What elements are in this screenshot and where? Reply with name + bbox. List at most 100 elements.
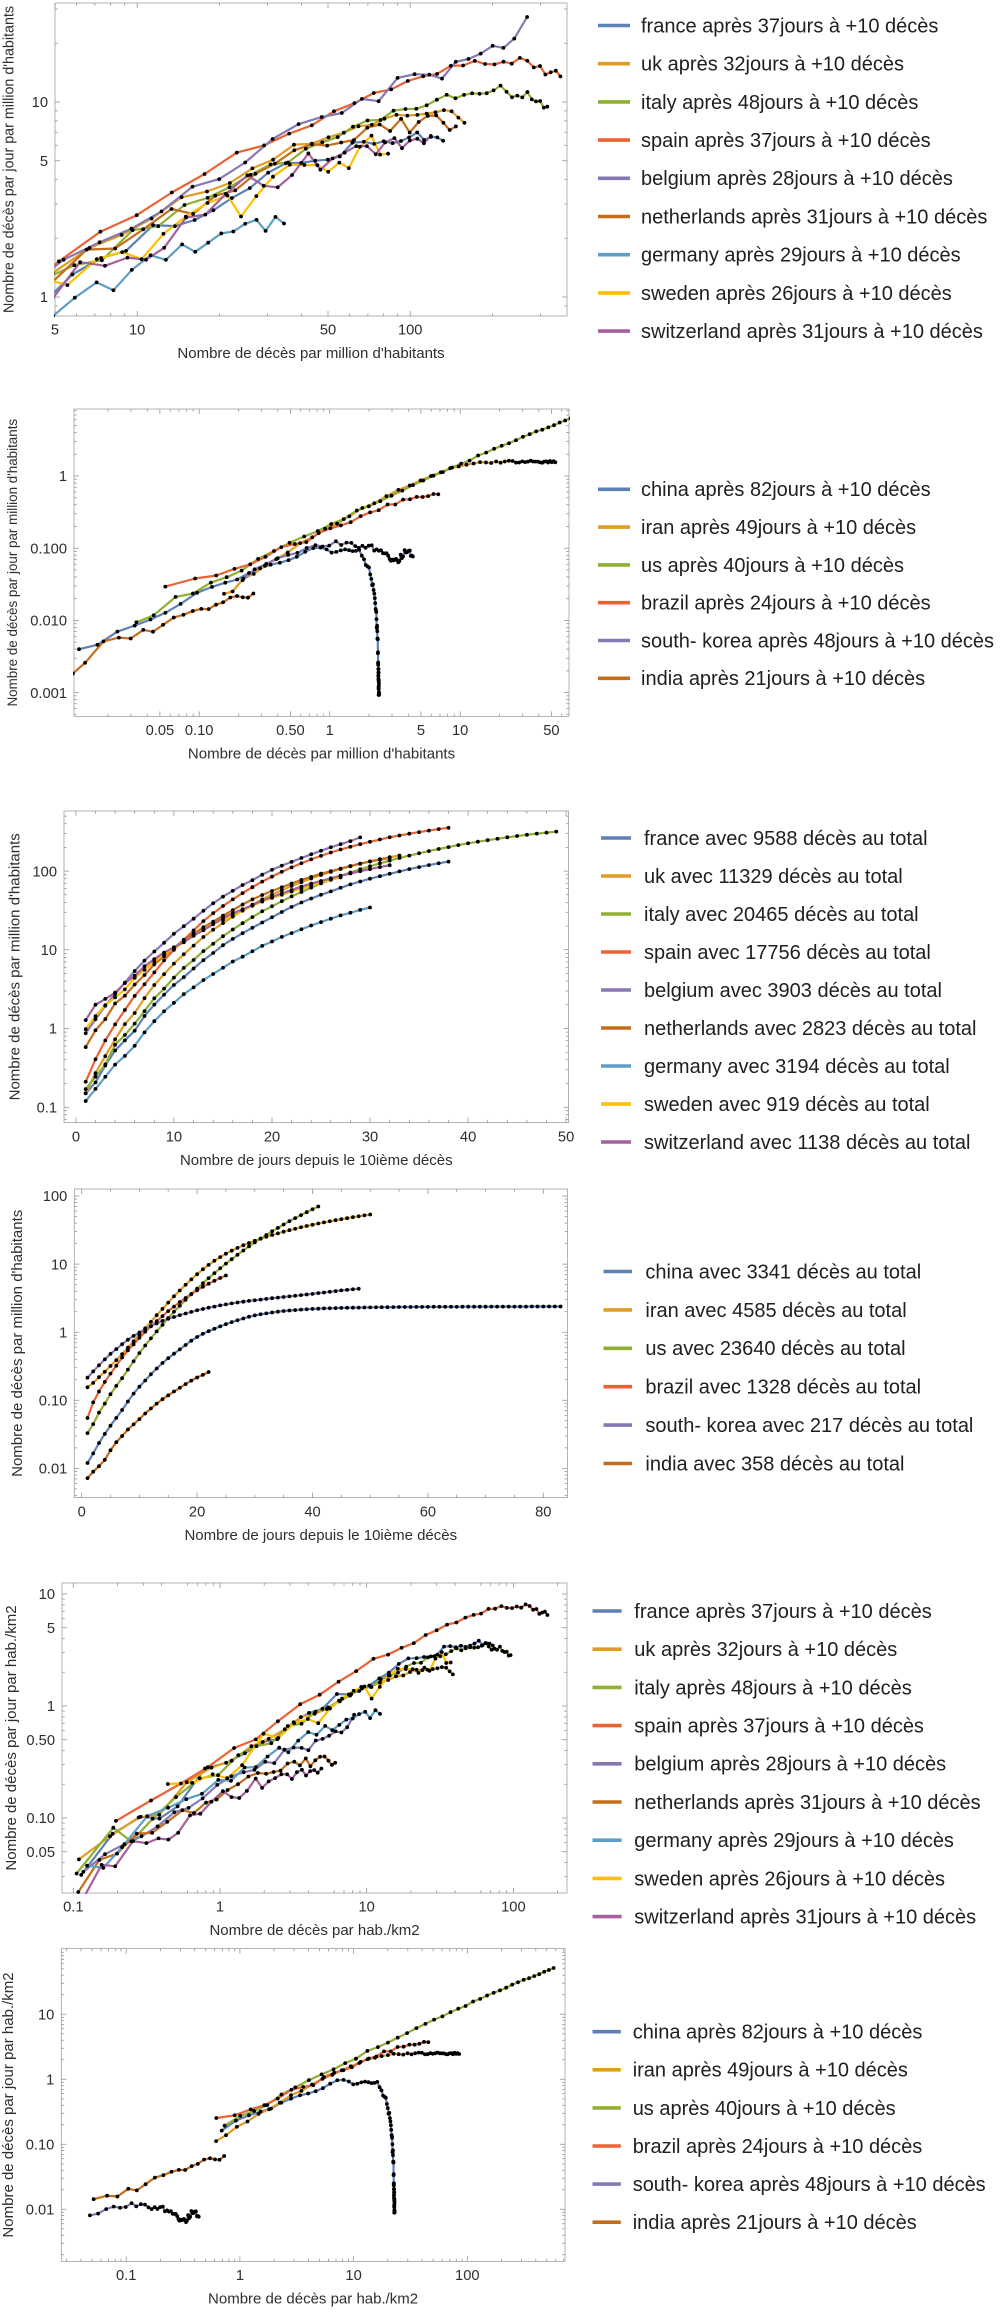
- svg-text:0.50: 0.50: [26, 1733, 55, 1749]
- svg-text:10: 10: [452, 723, 468, 739]
- svg-text:brazil après 24jours à +10 déc: brazil après 24jours à +10 décès: [633, 2136, 923, 2158]
- svg-text:belgium avec 3903 décès au tot: belgium avec 3903 décès au total: [644, 980, 942, 1002]
- svg-text:iran après 49jours à +10 décès: iran après 49jours à +10 décès: [641, 517, 916, 539]
- svg-text:40: 40: [460, 1129, 476, 1145]
- svg-text:spain après 37jours à +10 décè: spain après 37jours à +10 décès: [641, 130, 931, 152]
- svg-text:100: 100: [43, 1189, 68, 1205]
- svg-text:italy avec 20465 décès au tota: italy avec 20465 décès au total: [644, 904, 919, 926]
- svg-text:Nombre de décès par million d': Nombre de décès par million d'habitants: [9, 1210, 26, 1477]
- svg-text:0.1: 0.1: [116, 2268, 136, 2284]
- svg-text:0.05: 0.05: [26, 1845, 55, 1861]
- svg-text:5: 5: [40, 154, 48, 170]
- svg-text:1: 1: [326, 723, 334, 739]
- svg-text:Nombre de jours depuis le 10iè: Nombre de jours depuis le 10ième décès: [184, 1527, 457, 1544]
- svg-text:60: 60: [420, 1504, 436, 1520]
- svg-text:netherlands après 31jours à +1: netherlands après 31jours à +10 décès: [634, 1792, 980, 1814]
- svg-text:Nombre de jours depuis le 10iè: Nombre de jours depuis le 10ième décès: [180, 1152, 453, 1169]
- svg-text:germany après 29jours à +10 dé: germany après 29jours à +10 décès: [634, 1830, 954, 1852]
- svg-text:belgium après 28jours à +10 dé: belgium après 28jours à +10 décès: [634, 1754, 946, 1776]
- svg-text:5: 5: [47, 1621, 55, 1637]
- svg-text:30: 30: [362, 1129, 378, 1145]
- svg-text:us après 40jours à +10 décès: us après 40jours à +10 décès: [633, 2098, 896, 2120]
- svg-text:us après 40jours à +10 décès: us après 40jours à +10 décès: [641, 555, 904, 577]
- svg-text:1: 1: [236, 2268, 244, 2284]
- svg-text:50: 50: [558, 1129, 574, 1145]
- svg-text:10: 10: [359, 1900, 375, 1916]
- svg-text:Nombre de décès par jour par m: Nombre de décès par jour par million d'h…: [5, 419, 20, 707]
- svg-text:1: 1: [216, 1900, 224, 1916]
- svg-text:brazil après 24jours à +10 déc: brazil après 24jours à +10 décès: [641, 593, 931, 615]
- svg-text:south- korea avec 217 décès au: south- korea avec 217 décès au total: [645, 1415, 973, 1437]
- svg-text:germany après 29jours à +10 dé: germany après 29jours à +10 décès: [641, 245, 961, 267]
- svg-text:10: 10: [345, 2268, 361, 2284]
- svg-text:india après 21jours à +10 décè: india après 21jours à +10 décès: [641, 668, 925, 690]
- svg-text:20: 20: [264, 1129, 280, 1145]
- svg-text:0.01: 0.01: [26, 2203, 55, 2219]
- svg-text:0.05: 0.05: [146, 723, 175, 739]
- svg-text:iran après 49jours à +10 décès: iran après 49jours à +10 décès: [633, 2060, 908, 2082]
- svg-text:sweden avec 919 décès au total: sweden avec 919 décès au total: [644, 1094, 930, 1116]
- svg-text:switzerland après 31jours à +1: switzerland après 31jours à +10 décès: [641, 321, 983, 343]
- svg-text:0.1: 0.1: [63, 1900, 83, 1916]
- svg-text:netherlands après 31jours à +1: netherlands après 31jours à +10 décès: [641, 206, 987, 228]
- svg-text:20: 20: [189, 1504, 205, 1520]
- svg-text:0.100: 0.100: [30, 541, 67, 557]
- svg-text:1: 1: [47, 1699, 55, 1715]
- svg-text:france avec 9588 décès au tota: france avec 9588 décès au total: [644, 828, 928, 850]
- svg-text:100: 100: [398, 323, 423, 339]
- svg-text:50: 50: [543, 723, 559, 739]
- svg-text:40: 40: [304, 1504, 320, 1520]
- svg-text:10: 10: [39, 1587, 55, 1603]
- svg-text:china après 82jours à +10 décè: china après 82jours à +10 décès: [633, 2022, 923, 2044]
- svg-text:germany avec 3194 décès au tot: germany avec 3194 décès au total: [644, 1056, 950, 1078]
- svg-text:0.50: 0.50: [276, 723, 305, 739]
- svg-text:us avec 23640 décès au total: us avec 23640 décès au total: [645, 1338, 905, 1360]
- svg-text:spain avec 17756 décès au tota: spain avec 17756 décès au total: [644, 942, 931, 964]
- svg-text:sweden après 26jours à +10 déc: sweden après 26jours à +10 décès: [641, 283, 952, 305]
- svg-text:italy après 48jours à +10 décè: italy après 48jours à +10 décès: [641, 92, 918, 114]
- svg-text:0.10: 0.10: [39, 1394, 68, 1410]
- svg-text:10: 10: [32, 95, 48, 111]
- svg-text:10: 10: [166, 1129, 182, 1145]
- svg-text:Nombre de décès par million d': Nombre de décès par million d'habitants: [7, 833, 24, 1100]
- svg-text:switzerland après 31jours à +1: switzerland après 31jours à +10 décès: [634, 1907, 976, 1929]
- svg-text:belgium après 28jours à +10 dé: belgium après 28jours à +10 décès: [641, 168, 953, 190]
- svg-text:1: 1: [59, 1325, 67, 1341]
- svg-text:Nombre de décès par million d': Nombre de décès par million d'habitants: [177, 345, 444, 362]
- svg-text:0: 0: [72, 1129, 80, 1145]
- svg-text:1: 1: [49, 1022, 57, 1038]
- svg-text:10: 10: [41, 943, 57, 959]
- svg-text:spain après 37jours à +10 décè: spain après 37jours à +10 décès: [634, 1716, 924, 1738]
- svg-text:0.01: 0.01: [39, 1462, 68, 1478]
- svg-text:china avec 3341 décès au total: china avec 3341 décès au total: [645, 1261, 921, 1283]
- svg-text:0.1: 0.1: [37, 1100, 57, 1116]
- svg-text:5: 5: [51, 323, 59, 339]
- svg-text:china après 82jours à +10 décè: china après 82jours à +10 décès: [641, 479, 931, 501]
- svg-text:italy après 48jours à +10 décè: italy après 48jours à +10 décès: [634, 1677, 911, 1699]
- svg-text:brazil avec 1328 décès au tota: brazil avec 1328 décès au total: [645, 1377, 921, 1399]
- svg-text:india avec 358 décès au total: india avec 358 décès au total: [645, 1453, 904, 1475]
- svg-text:0.10: 0.10: [185, 723, 214, 739]
- svg-text:0.10: 0.10: [26, 2138, 55, 2154]
- svg-text:south- korea après 48jours à +: south- korea après 48jours à +10 décès: [641, 630, 994, 652]
- svg-text:1: 1: [59, 469, 67, 485]
- svg-text:1: 1: [46, 2073, 54, 2089]
- svg-text:uk après 32jours à +10 décès: uk après 32jours à +10 décès: [641, 54, 904, 76]
- svg-text:10: 10: [51, 1257, 67, 1273]
- svg-text:iran avec 4585 décès au total: iran avec 4585 décès au total: [645, 1300, 906, 1322]
- svg-text:uk après 32jours à +10 décès: uk après 32jours à +10 décès: [634, 1639, 897, 1661]
- svg-text:switzerland avec 1138 décès au: switzerland avec 1138 décès au total: [644, 1132, 971, 1154]
- svg-text:0.010: 0.010: [30, 614, 67, 630]
- svg-text:0: 0: [78, 1504, 86, 1520]
- svg-text:100: 100: [32, 864, 57, 880]
- svg-text:netherlands avec 2823 décès au: netherlands avec 2823 décès au total: [644, 1018, 976, 1040]
- svg-text:1: 1: [40, 290, 48, 306]
- svg-text:0.001: 0.001: [30, 686, 67, 702]
- svg-text:south- korea après 48jours à +: south- korea après 48jours à +10 décès: [633, 2174, 986, 2196]
- svg-text:Nombre de décès par jour par h: Nombre de décès par jour par hab./km2: [0, 1972, 17, 2237]
- svg-text:5: 5: [417, 723, 425, 739]
- svg-text:50: 50: [320, 323, 336, 339]
- svg-text:Nombre de décès par million d': Nombre de décès par million d'habitants: [188, 746, 455, 763]
- svg-text:10: 10: [38, 2008, 54, 2024]
- svg-text:india après 21jours à +10 décè: india après 21jours à +10 décès: [633, 2212, 917, 2234]
